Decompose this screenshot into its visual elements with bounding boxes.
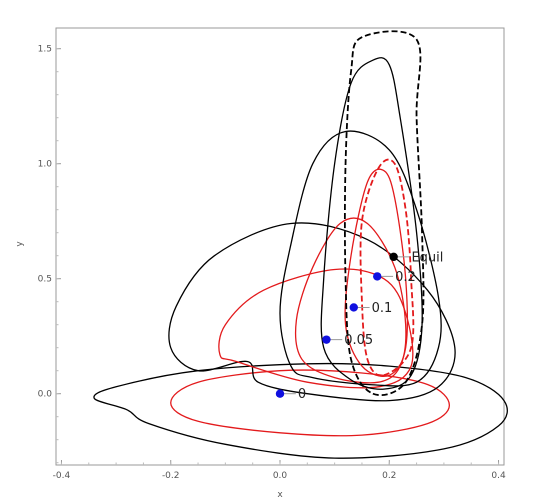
marker-point-1 xyxy=(275,389,285,398)
y-tick-label: 0.0 xyxy=(38,390,53,400)
x-tick-label: 0.0 xyxy=(273,471,288,481)
orbit-curve-10 xyxy=(359,158,415,377)
orbit-curve-9 xyxy=(343,30,425,397)
orbit-curve-4 xyxy=(218,268,414,389)
orbit-curve-2 xyxy=(170,369,451,437)
y-tick-label: 1.0 xyxy=(38,160,53,170)
x-tick-label: 0.2 xyxy=(382,471,396,481)
point-label-1: 0 xyxy=(298,387,306,402)
orbit-curve-6 xyxy=(294,217,407,384)
x-axis-label: x xyxy=(277,490,283,500)
y-tick-label: 1.5 xyxy=(38,45,52,55)
orbit-curve-7 xyxy=(320,57,423,390)
x-axis-ticks: -0.4 -0.2 0.0 0.2 0.4 xyxy=(53,460,506,481)
orbit-curve-3 xyxy=(168,222,456,402)
orbit-curve-1 xyxy=(93,362,508,459)
point-label-5: Equil xyxy=(411,250,443,265)
point-label-3: 0.1 xyxy=(372,301,393,316)
y-axis-ticks: 0.0 0.5 1.0 1.5 xyxy=(38,45,61,464)
marker-point-2 xyxy=(322,335,331,344)
x-tick-label: -0.2 xyxy=(162,471,180,481)
marker-point-4 xyxy=(373,272,382,281)
marker-point-5 xyxy=(389,252,398,262)
y-axis-label: y xyxy=(15,241,25,247)
point-label-2: 0.05 xyxy=(344,333,373,348)
marker-point-3 xyxy=(349,303,358,312)
plot-frame xyxy=(55,27,505,466)
y-tick-label: 0.5 xyxy=(38,275,52,285)
orbit-curve-5 xyxy=(279,130,442,387)
point-label-4: 0.2 xyxy=(395,270,416,285)
curve-layer xyxy=(93,30,508,459)
x-tick-label: -0.4 xyxy=(53,471,71,481)
point-layer: 0 0.05 0.1 0.2 Equil xyxy=(275,250,443,402)
x-tick-label: 0.4 xyxy=(491,471,506,481)
